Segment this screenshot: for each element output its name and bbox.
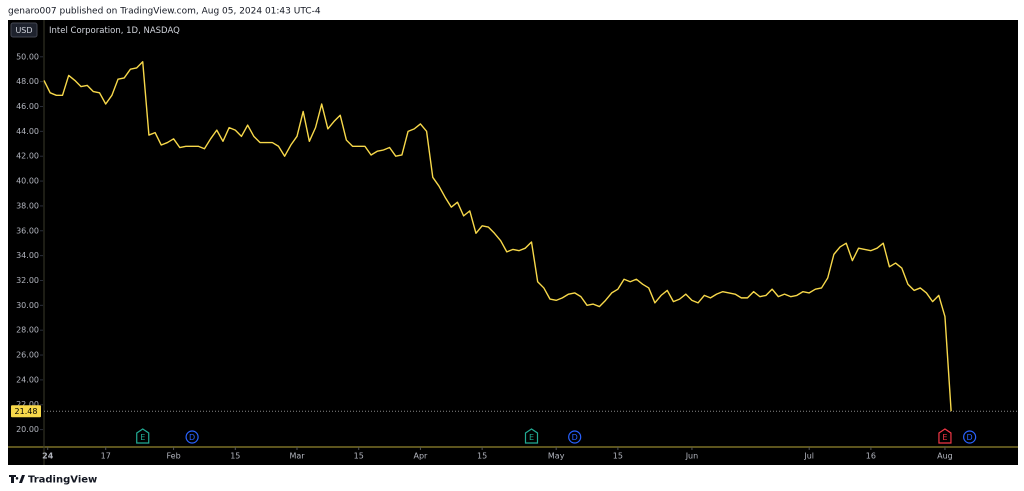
x-tick-label: Aug (937, 452, 953, 461)
event-label: E (529, 433, 534, 442)
event-label: D (189, 433, 195, 442)
price-label: 21.48 (15, 407, 38, 416)
event-label: D (967, 433, 973, 442)
x-tick-label: Mar (289, 452, 305, 461)
x-tick-label: Jun (685, 452, 699, 461)
y-tick-label: 46.00 (16, 102, 39, 111)
event-label: D (572, 433, 578, 442)
footer-logo: TradingView (9, 475, 97, 486)
y-tick-label: 40.00 (16, 177, 39, 186)
y-tick-label: 50.00 (16, 52, 39, 61)
chart-background (8, 20, 1018, 465)
logo-icon (9, 475, 25, 483)
y-tick-label: 48.00 (16, 77, 39, 86)
x-tick-label: 15 (354, 452, 364, 461)
x-tick-label: 24 (42, 452, 54, 461)
y-tick-label: 26.00 (16, 351, 39, 360)
y-tick-label: 30.00 (16, 301, 39, 310)
y-tick-label: 44.00 (16, 127, 39, 136)
event-marker[interactable]: E (524, 428, 539, 444)
x-tick-label: Jul (803, 452, 814, 461)
y-tick-label: 24.00 (16, 375, 39, 384)
event-label: E (942, 433, 947, 442)
event-marker[interactable]: D (568, 430, 582, 444)
y-tick-label: 20.00 (16, 425, 39, 434)
y-tick-label: 38.00 (16, 201, 39, 210)
event-marker[interactable]: E (136, 428, 150, 444)
y-tick-label: 36.00 (16, 226, 39, 235)
y-tick-label: 32.00 (16, 276, 39, 285)
y-tick-label: 28.00 (16, 326, 39, 335)
x-tick-label: 16 (866, 452, 876, 461)
x-tick-label: 15 (230, 452, 240, 461)
y-tick-label: 42.00 (16, 152, 39, 161)
y-tick-label: 22.00 (16, 400, 39, 409)
event-shape (524, 428, 539, 444)
x-tick-label: 15 (477, 452, 487, 461)
price-line-series (43, 61, 952, 412)
event-marker[interactable]: D (185, 430, 199, 444)
price-badge (11, 405, 41, 418)
x-tick-label: 17 (101, 452, 111, 461)
event-shape (568, 430, 582, 444)
y-tick-label: 34.00 (16, 251, 39, 260)
currency-button[interactable] (10, 22, 38, 38)
publish-info: genaro007 published on TradingView.com, … (8, 7, 321, 17)
x-tick-label: May (548, 452, 565, 461)
x-tick-label: Apr (414, 452, 429, 461)
event-marker[interactable]: E (938, 428, 952, 444)
event-shape (185, 430, 199, 444)
event-shape (938, 428, 952, 444)
event-marker[interactable]: D (963, 430, 977, 444)
x-tick-label: 15 (613, 452, 623, 461)
chart-title: Intel Corporation, 1D, NASDAQ (49, 26, 180, 36)
event-shape (136, 428, 150, 444)
currency-label: USD (15, 26, 32, 35)
event-shape (963, 430, 977, 444)
event-label: E (140, 433, 145, 442)
x-tick-label: Feb (167, 452, 181, 461)
footer-brand: TradingView (28, 475, 97, 486)
